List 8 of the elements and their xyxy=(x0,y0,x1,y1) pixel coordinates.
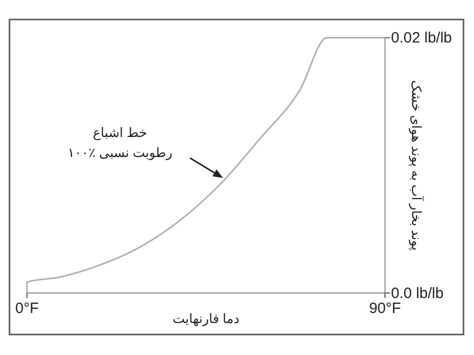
y-tick-label: 0.02 lb/lb xyxy=(391,30,452,47)
line-series xyxy=(26,36,386,294)
annotation: خط اشباع رطوبت نسبی ٪۱۰۰ xyxy=(68,125,172,161)
y-axis-title: پوند بخار آب به پوند هوای خشک xyxy=(408,80,425,251)
x-tick-label: 90°F xyxy=(369,300,401,317)
x-axis-title: دما فارنهایت xyxy=(172,311,240,327)
y-tick-label: 0.0 lb/lb xyxy=(391,285,444,302)
x-tick-label: 0°F xyxy=(15,300,39,317)
